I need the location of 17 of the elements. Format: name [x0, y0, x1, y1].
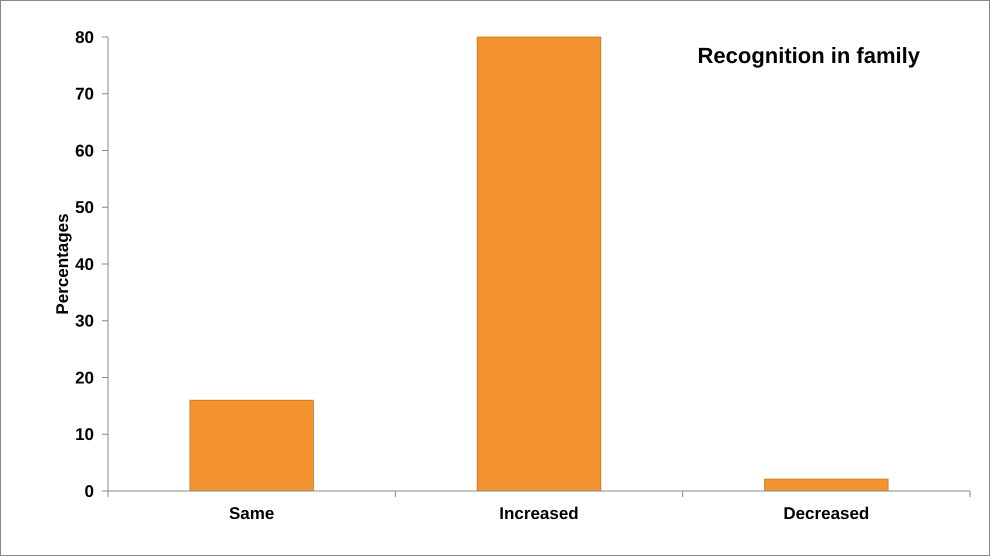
y-tick-label: 0 [84, 482, 94, 501]
y-tick-label: 70 [75, 84, 94, 104]
y-tick-label: 50 [75, 198, 94, 218]
bar [764, 478, 889, 492]
bar [476, 36, 602, 492]
y-tick-label: 40 [75, 254, 94, 274]
x-tick-label: Same [228, 504, 274, 523]
y-tick-label: 30 [75, 312, 94, 331]
x-tick-label: Increased [499, 504, 579, 523]
y-tick-label: 10 [75, 425, 94, 444]
y-tick-label: 20 [75, 368, 94, 388]
y-axis-title: Percentages [53, 213, 72, 315]
bar [189, 400, 314, 492]
chart-title: Recognition in family [698, 43, 921, 68]
y-tick-label: 60 [75, 141, 94, 160]
x-tick-label: Decreased [783, 504, 870, 523]
y-tick-label: 80 [75, 28, 94, 47]
